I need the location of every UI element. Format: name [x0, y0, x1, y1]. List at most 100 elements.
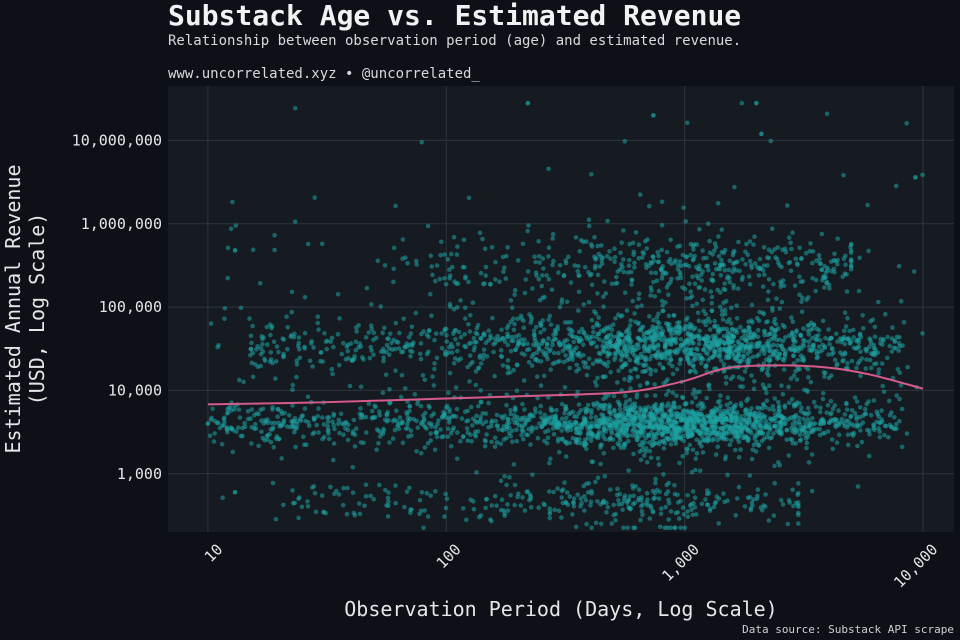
scatter-point: [754, 353, 760, 359]
scatter-point: [337, 430, 342, 436]
scatter-point: [366, 330, 372, 335]
scatter-point: [898, 299, 904, 304]
scatter-point: [450, 344, 455, 350]
scatter-point: [500, 363, 506, 368]
scatter-point: [601, 396, 606, 402]
scatter-point: [467, 329, 473, 334]
scatter-point: [521, 318, 526, 324]
scatter-point: [316, 327, 321, 332]
scatter-point: [765, 367, 771, 372]
scatter-point: [710, 411, 715, 416]
scatter-point: [534, 273, 539, 278]
scatter-point: [297, 355, 303, 361]
scatter-point: [835, 261, 840, 267]
scatter-point: [550, 339, 555, 344]
scatter-point: [533, 343, 539, 348]
scatter-point: [400, 256, 405, 262]
scatter-point: [718, 358, 724, 363]
scatter-point: [895, 367, 901, 372]
scatter-point: [471, 506, 477, 512]
scatter-point: [774, 348, 779, 354]
scatter-point: [684, 422, 690, 428]
scatter-point: [618, 250, 623, 256]
scatter-point: [574, 426, 580, 432]
scatter-point: [749, 456, 755, 462]
scatter-point: [407, 485, 412, 491]
scatter-point: [707, 327, 713, 332]
scatter-point: [482, 443, 488, 449]
scatter-point: [541, 501, 546, 507]
scatter-point: [579, 500, 584, 506]
scatter-point: [582, 437, 588, 443]
scatter-point: [693, 456, 699, 461]
scatter-point: [647, 440, 652, 445]
scatter-point: [426, 328, 432, 333]
scatter-point: [248, 346, 254, 352]
scatter-point: [810, 276, 815, 281]
scatter-point: [612, 246, 617, 251]
scatter-point: [881, 389, 887, 395]
scatter-point: [615, 380, 620, 385]
scatter-point: [372, 415, 378, 420]
scatter-point: [632, 265, 637, 270]
scatter-point: [778, 431, 783, 436]
scatter-point: [478, 399, 484, 405]
scatter-point: [482, 246, 488, 252]
scatter-point: [594, 383, 599, 388]
scatter-point: [573, 420, 579, 425]
scatter-point: [707, 250, 713, 255]
scatter-point: [699, 278, 705, 283]
scatter-point: [651, 258, 657, 264]
scatter-point: [462, 409, 468, 415]
scatter-point: [335, 331, 341, 337]
scatter-point: [473, 369, 479, 374]
scatter-point: [734, 410, 740, 415]
scatter-point: [652, 382, 657, 387]
scatter-point: [583, 264, 588, 270]
scatter-point: [626, 263, 632, 269]
scatter-point: [474, 326, 480, 331]
scatter-point: [869, 365, 874, 371]
scatter-point: [630, 483, 635, 488]
scatter-point: [594, 400, 600, 406]
scatter-point: [742, 369, 748, 374]
scatter-point: [621, 228, 626, 233]
scatter-point: [276, 436, 282, 442]
scatter-point: [707, 238, 712, 244]
scatter-point: [478, 335, 484, 341]
scatter-point: [670, 371, 676, 377]
scatter-point: [818, 409, 823, 415]
scatter-point: [826, 352, 831, 357]
scatter-point: [707, 355, 713, 361]
scatter-point: [496, 427, 501, 432]
scatter-point: [573, 524, 579, 530]
scatter-point: [666, 282, 671, 287]
scatter-point: [738, 384, 743, 389]
scatter-point: [627, 241, 632, 247]
scatter-point: [739, 342, 744, 348]
scatter-point: [356, 501, 362, 506]
scatter-point: [738, 447, 743, 452]
scatter-point: [294, 374, 299, 380]
scatter-point: [698, 272, 704, 278]
scatter-point: [703, 322, 709, 328]
scatter-point: [705, 502, 711, 508]
scatter-point: [613, 351, 619, 356]
scatter-point: [675, 262, 681, 268]
scatter-point: [772, 396, 778, 401]
scatter-point: [576, 329, 582, 335]
scatter-point: [617, 437, 623, 443]
scatter-point: [700, 297, 706, 303]
scatter-point: [461, 237, 467, 243]
scatter-point: [595, 359, 600, 365]
scatter-point: [609, 521, 615, 526]
scatter-point: [577, 248, 582, 254]
scatter-point: [528, 442, 533, 447]
scatter-point: [781, 367, 787, 372]
scatter-point: [627, 323, 633, 328]
scatter-point: [745, 495, 751, 501]
scatter-point: [642, 414, 648, 419]
scatter-point: [494, 412, 500, 418]
scatter-point: [622, 290, 628, 296]
scatter-point: [673, 331, 678, 336]
